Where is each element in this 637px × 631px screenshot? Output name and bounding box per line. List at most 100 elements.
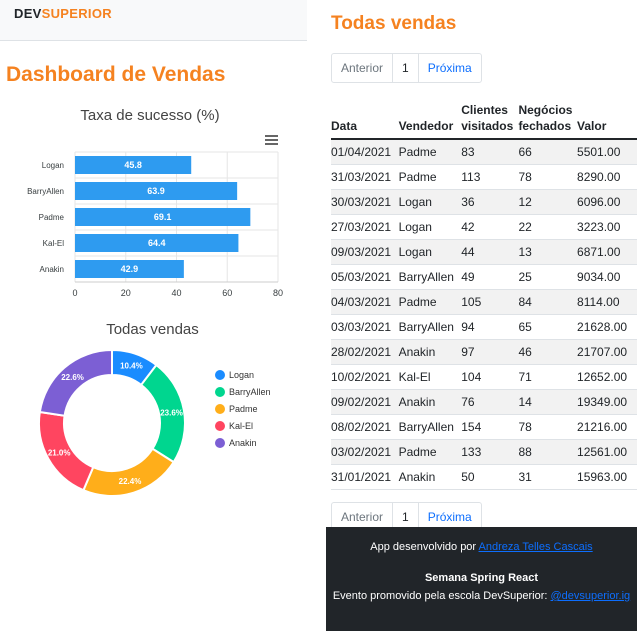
footer-credit-text: App desenvolvido por <box>370 541 479 553</box>
legend-item[interactable]: Kal-El <box>215 417 271 434</box>
brand-logo[interactable]: DEVSUPERIOR <box>14 6 112 21</box>
bar <box>75 208 251 226</box>
cell-seller: Anakin <box>398 339 462 365</box>
bar-value-label: 63.9 <box>147 186 165 196</box>
bar <box>75 182 238 200</box>
legend-item[interactable]: Padme <box>215 400 271 417</box>
cell-value: 9034.00 <box>577 264 637 290</box>
author-link[interactable]: Andreza Telles Cascais <box>478 541 593 553</box>
x-tick-label: 80 <box>273 288 283 298</box>
cell-value: 8290.00 <box>577 164 637 190</box>
table-row: 28/02/2021 Anakin 97 46 21707.00 <box>331 339 637 365</box>
cell-clients: 97 <box>461 339 519 365</box>
pagination-next-button[interactable]: Próxima <box>427 510 472 524</box>
pagination-top: Anterior 1 Próxima <box>331 53 482 83</box>
legend-label: BarryAllen <box>229 386 271 397</box>
cell-value: 19349.00 <box>577 389 637 415</box>
cell-deals: 22 <box>518 214 578 240</box>
footer-promo-text: Evento promovido pela escola DevSuperior… <box>332 590 551 602</box>
donut-legend: Logan BarryAllen Padme Kal-El Anakin <box>215 366 271 451</box>
x-tick-label: 60 <box>222 288 232 298</box>
table-row: 03/02/2021 Padme 133 88 12561.00 <box>331 439 637 465</box>
hamburger-menu-icon[interactable] <box>265 135 278 147</box>
legend-marker <box>215 386 225 397</box>
slice-value-label: 21.0% <box>48 448 71 457</box>
sales-title: Todas vendas <box>331 13 457 34</box>
dashboard-title: Dashboard de Vendas <box>6 63 226 86</box>
col-header-date: Data <box>331 96 399 140</box>
cell-deals: 65 <box>518 314 578 340</box>
category-label: Logan <box>42 161 64 170</box>
slice-value-label: 23.6% <box>160 408 183 417</box>
cell-clients: 83 <box>461 139 519 165</box>
cell-value: 8114.00 <box>577 289 637 315</box>
cell-date: 28/02/2021 <box>331 339 399 365</box>
brand-superior: SUPERIOR <box>41 6 112 21</box>
success-chart-title: Taxa de sucesso (%) <box>80 107 220 124</box>
cell-seller: BarryAllen <box>398 264 462 290</box>
sales-donut-chart: 10.4% 23.6% 22.4% 21.0% 22.6% <box>38 348 186 497</box>
legend-item[interactable]: BarryAllen <box>215 383 271 400</box>
slice-value-label: 22.6% <box>61 373 84 382</box>
x-tick-label: 0 <box>72 288 77 298</box>
brand-dev: DEV <box>14 6 42 21</box>
table-row: 01/04/2021 Padme 83 66 5501.00 <box>331 139 637 165</box>
footer-event-title: Semana Spring React <box>424 572 539 584</box>
table-row: 31/01/2021 Anakin 50 31 15963.00 <box>331 464 637 490</box>
table-header-row: Data Vendedor Clientes visitados Negócio… <box>331 96 637 140</box>
cell-seller: Logan <box>398 189 462 215</box>
legend-marker <box>215 437 225 448</box>
pagination-next-button[interactable]: Próxima <box>427 61 472 75</box>
legend-marker <box>215 403 225 414</box>
cell-date: 08/02/2021 <box>331 414 399 440</box>
pagination-prev-button[interactable]: Anterior <box>332 54 394 82</box>
bar-value-label: 45.8 <box>124 160 142 170</box>
pagination-page-1[interactable]: 1 <box>393 54 419 82</box>
pagination-page-1[interactable]: 1 <box>393 503 419 531</box>
cell-clients: 50 <box>461 464 519 490</box>
category-label: Kal-El <box>43 239 65 248</box>
table-row: 09/02/2021 Anakin 76 14 19349.00 <box>331 389 637 415</box>
cell-date: 09/02/2021 <box>331 389 399 415</box>
cell-seller: Padme <box>398 139 462 165</box>
cell-date: 27/03/2021 <box>331 214 399 240</box>
cell-seller: Padme <box>398 439 462 465</box>
cell-seller: Logan <box>398 239 462 265</box>
slice-value-label: 10.4% <box>120 362 143 371</box>
table-row: 05/03/2021 BarryAllen 49 25 9034.00 <box>331 264 637 290</box>
category-label: Padme <box>39 213 65 222</box>
cell-date: 30/03/2021 <box>331 189 399 215</box>
cell-deals: 66 <box>518 139 578 165</box>
table-row: 09/03/2021 Logan 44 13 6871.00 <box>331 239 637 265</box>
bar-value-label: 69.1 <box>154 212 172 222</box>
cell-deals: 46 <box>518 339 578 365</box>
cell-value: 5501.00 <box>577 139 637 165</box>
cell-value: 21707.00 <box>577 339 637 365</box>
instagram-link[interactable]: @devsuperior.ig <box>550 590 631 602</box>
cell-seller: Padme <box>398 164 462 190</box>
bar <box>75 156 192 174</box>
cell-seller: Padme <box>398 289 462 315</box>
legend-label: Kal-El <box>229 420 254 431</box>
legend-marker <box>215 369 225 380</box>
x-tick-label: 20 <box>121 288 131 298</box>
cell-seller: Anakin <box>398 464 462 490</box>
cell-clients: 49 <box>461 264 519 290</box>
legend-marker <box>215 420 225 431</box>
cell-date: 31/01/2021 <box>331 464 399 490</box>
pagination-prev-button[interactable]: Anterior <box>332 503 394 531</box>
cell-clients: 44 <box>461 239 519 265</box>
cell-value: 3223.00 <box>577 214 637 240</box>
cell-clients: 133 <box>461 439 519 465</box>
cell-date: 01/04/2021 <box>331 139 399 165</box>
legend-item[interactable]: Anakin <box>215 434 271 451</box>
cell-date: 05/03/2021 <box>331 264 399 290</box>
footer-promo: Evento promovido pela escola DevSuperior… <box>326 590 637 602</box>
navbar: DEVSUPERIOR <box>0 0 307 41</box>
cell-value: 21216.00 <box>577 414 637 440</box>
legend-item[interactable]: Logan <box>215 366 271 383</box>
cell-value: 6096.00 <box>577 189 637 215</box>
legend-label: Logan <box>229 369 255 380</box>
footer-credit: App desenvolvido por Andreza Telles Casc… <box>326 541 637 553</box>
cell-date: 31/03/2021 <box>331 164 399 190</box>
